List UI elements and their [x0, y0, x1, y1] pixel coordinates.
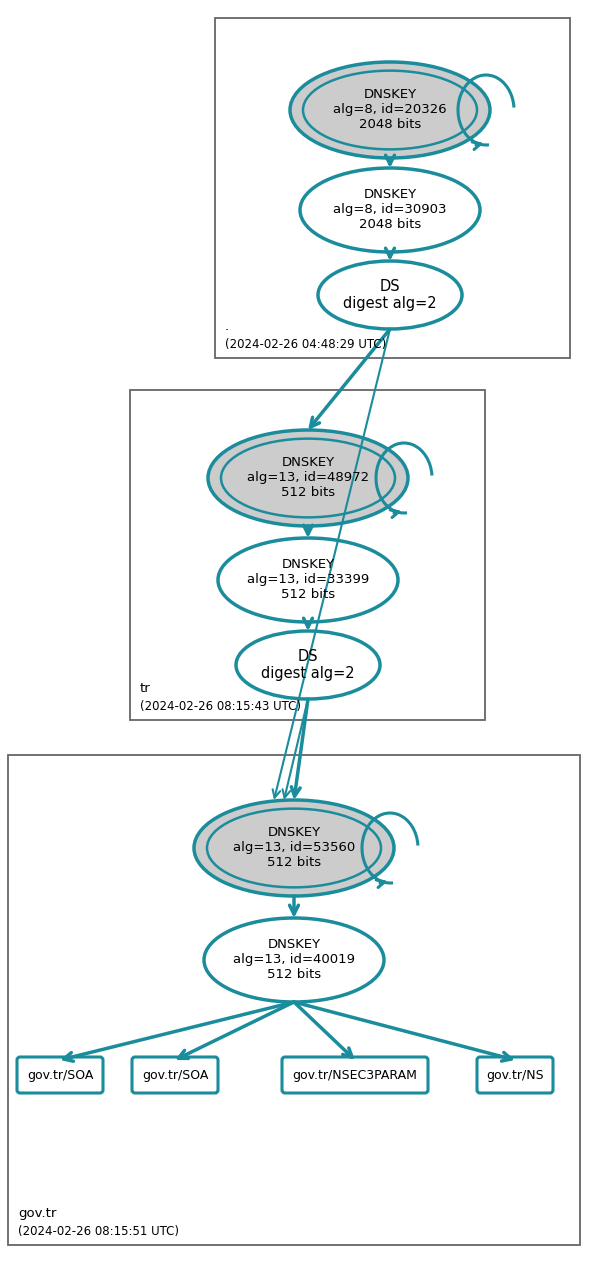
Text: tr: tr: [140, 682, 151, 695]
Text: gov.tr/SOA: gov.tr/SOA: [27, 1068, 93, 1081]
Text: DNSKEY
alg=8, id=20326
2048 bits: DNSKEY alg=8, id=20326 2048 bits: [333, 88, 447, 132]
Ellipse shape: [300, 167, 480, 252]
Text: DNSKEY
alg=13, id=53560
512 bits: DNSKEY alg=13, id=53560 512 bits: [233, 827, 355, 869]
Ellipse shape: [290, 63, 490, 158]
Ellipse shape: [208, 429, 408, 527]
Text: DNSKEY
alg=8, id=30903
2048 bits: DNSKEY alg=8, id=30903 2048 bits: [333, 188, 446, 231]
Ellipse shape: [218, 538, 398, 622]
Text: DNSKEY
alg=13, id=33399
512 bits: DNSKEY alg=13, id=33399 512 bits: [247, 558, 369, 602]
Text: (2024-02-26 08:15:51 UTC): (2024-02-26 08:15:51 UTC): [18, 1226, 179, 1238]
FancyBboxPatch shape: [17, 1057, 103, 1093]
Text: gov.tr/SOA: gov.tr/SOA: [142, 1068, 208, 1081]
Ellipse shape: [204, 918, 384, 1002]
Text: DNSKEY
alg=13, id=40019
512 bits: DNSKEY alg=13, id=40019 512 bits: [233, 938, 355, 982]
Text: gov.tr: gov.tr: [18, 1206, 57, 1220]
FancyBboxPatch shape: [132, 1057, 218, 1093]
Text: (2024-02-26 04:48:29 UTC): (2024-02-26 04:48:29 UTC): [225, 337, 386, 351]
Text: (2024-02-26 08:15:43 UTC): (2024-02-26 08:15:43 UTC): [140, 700, 301, 713]
FancyBboxPatch shape: [477, 1057, 553, 1093]
Bar: [215, 18, 570, 358]
FancyBboxPatch shape: [282, 1057, 428, 1093]
Text: DNSKEY
alg=13, id=48972
512 bits: DNSKEY alg=13, id=48972 512 bits: [247, 456, 369, 500]
Text: DS
digest alg=2: DS digest alg=2: [343, 279, 437, 312]
Text: DS
digest alg=2: DS digest alg=2: [261, 649, 355, 681]
Ellipse shape: [318, 261, 462, 328]
Text: gov.tr/NS: gov.tr/NS: [486, 1068, 544, 1081]
Bar: [130, 390, 485, 720]
Ellipse shape: [236, 631, 380, 699]
Ellipse shape: [194, 800, 394, 896]
Bar: [8, 755, 580, 1245]
Text: gov.tr/NSEC3PARAM: gov.tr/NSEC3PARAM: [293, 1068, 418, 1081]
Text: .: .: [225, 320, 229, 334]
